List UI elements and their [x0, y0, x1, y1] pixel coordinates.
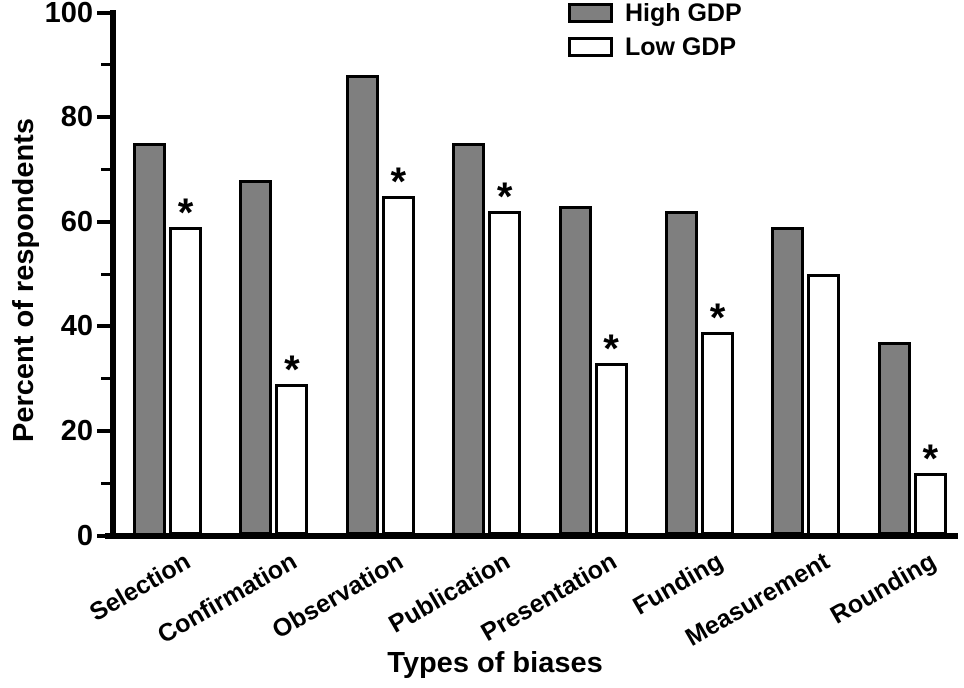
bar-low-gdp-rounding — [913, 472, 947, 536]
bar-low-gdp-selection — [169, 226, 202, 536]
y-axis-minor-tick — [101, 377, 110, 381]
y-axis-major-tick — [97, 10, 110, 15]
bar-high-gdp-funding — [665, 211, 698, 536]
y-axis-major-tick — [97, 115, 110, 120]
y-axis-title: Percent of respondents — [8, 118, 40, 442]
legend-item-low-gdp: Low GDP — [568, 34, 742, 60]
legend-label: High GDP — [625, 0, 742, 27]
chart-legend: High GDP Low GDP — [568, 0, 742, 60]
bar-high-gdp-selection — [133, 143, 166, 536]
significance-asterisk: * — [922, 436, 939, 481]
y-axis-tick-label: 100 — [44, 0, 93, 29]
significance-asterisk: * — [496, 175, 513, 220]
bar-low-gdp-publication — [488, 211, 522, 536]
bar-low-gdp-presentation — [594, 362, 628, 536]
bar-low-gdp-observation — [381, 195, 415, 536]
bar-high-gdp-rounding — [877, 341, 911, 536]
legend-label: Low GDP — [625, 33, 737, 61]
y-axis-tick-label: 40 — [60, 310, 93, 343]
bar-high-gdp-observation — [345, 75, 379, 536]
y-axis-minor-tick — [101, 481, 110, 485]
significance-asterisk: * — [177, 190, 194, 235]
y-axis-major-tick — [97, 219, 110, 224]
legend-item-high-gdp: High GDP — [568, 0, 742, 26]
y-axis-minor-tick — [101, 272, 110, 276]
x-axis-line — [105, 533, 958, 539]
x-axis-label-rounding: Rounding — [825, 547, 941, 630]
y-axis-tick-label: 0 — [76, 519, 93, 552]
significance-asterisk: * — [709, 295, 726, 340]
y-axis-major-tick — [97, 324, 110, 329]
y-axis-tick-label: 60 — [60, 205, 93, 238]
y-axis-tick-label: 20 — [60, 414, 93, 447]
bar-high-gdp-publication — [452, 143, 486, 536]
bar-high-gdp-presentation — [558, 206, 592, 536]
y-axis-minor-tick — [101, 63, 110, 67]
significance-asterisk: * — [390, 159, 407, 204]
significance-asterisk: * — [603, 326, 619, 371]
y-axis-tick-label: 80 — [60, 101, 93, 134]
legend-swatch-high-gdp — [568, 3, 613, 23]
bar-high-gdp-measurement — [771, 226, 805, 536]
x-axis-title: Types of biases — [387, 647, 603, 679]
y-axis-major-tick — [97, 428, 110, 433]
bar-low-gdp-confirmation — [275, 383, 309, 536]
bar-low-gdp-funding — [701, 331, 734, 536]
significance-asterisk: * — [284, 347, 300, 392]
bar-high-gdp-confirmation — [239, 179, 273, 536]
y-axis-line — [110, 10, 116, 539]
bar-low-gdp-measurement — [807, 274, 841, 536]
y-axis-minor-tick — [101, 167, 110, 171]
legend-swatch-low-gdp — [568, 37, 613, 57]
y-axis-major-tick — [97, 533, 110, 538]
